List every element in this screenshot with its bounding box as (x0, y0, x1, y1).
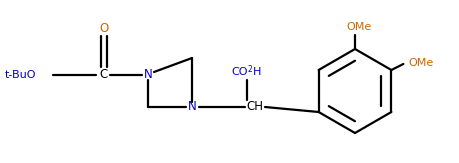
Text: OMe: OMe (346, 22, 371, 32)
Text: O: O (100, 22, 109, 35)
Text: 2: 2 (248, 66, 253, 74)
Text: H: H (253, 67, 261, 77)
Text: C: C (100, 68, 108, 82)
Text: CH: CH (246, 101, 263, 113)
Text: N: N (144, 68, 152, 82)
Text: CO: CO (231, 67, 247, 77)
Text: N: N (188, 101, 196, 113)
Text: t-BuO: t-BuO (5, 70, 37, 80)
Text: OMe: OMe (408, 58, 433, 68)
